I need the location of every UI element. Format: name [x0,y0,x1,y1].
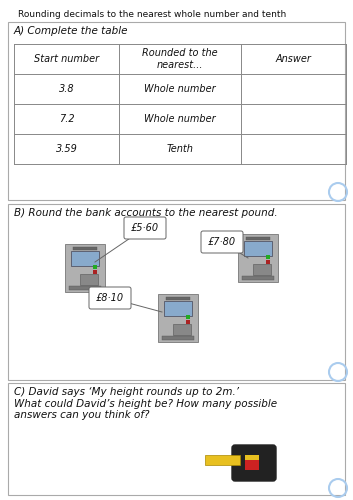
Text: B) Round the bank accounts to the nearest pound.: B) Round the bank accounts to the neares… [14,208,277,218]
Bar [186,315,190,319]
Text: £8·10: £8·10 [96,293,124,303]
Bar [245,455,259,460]
Text: Rounded to the
nearest...: Rounded to the nearest... [142,48,218,70]
Text: £7·80: £7·80 [208,237,236,247]
Bar [8,204,345,380]
Bar [242,276,274,280]
Bar [245,456,259,470]
Bar [65,244,105,292]
Bar [164,301,192,316]
Bar [246,237,270,240]
Text: 3.59: 3.59 [55,144,77,154]
FancyBboxPatch shape [124,217,166,239]
Bar [71,251,99,266]
Text: Answer: Answer [276,54,311,64]
Text: Whole number: Whole number [144,114,216,124]
Text: C) David says ‘My height rounds up to 2m.’
What could David’s height be? How man: C) David says ‘My height rounds up to 2m… [14,387,277,420]
Bar [80,274,98,285]
Text: £5·60: £5·60 [131,223,159,233]
Bar [173,324,191,335]
FancyBboxPatch shape [89,287,131,309]
Bar [186,320,190,324]
Text: 7.2: 7.2 [59,114,74,124]
Bar [93,270,97,274]
FancyBboxPatch shape [201,231,243,253]
Bar [69,286,101,290]
Bar [244,241,272,256]
Bar [93,265,97,269]
Text: Whole number: Whole number [144,84,216,94]
Text: Rounding decimals to the nearest whole number and tenth: Rounding decimals to the nearest whole n… [18,10,286,19]
Bar [253,264,271,275]
Bar [238,234,278,282]
Bar [166,297,190,300]
Bar [162,336,194,340]
Text: 3.8: 3.8 [59,84,74,94]
Bar [205,455,240,465]
FancyBboxPatch shape [232,445,276,481]
Bar [8,383,345,495]
Bar [8,22,345,200]
Bar [266,255,270,259]
Text: Start number: Start number [34,54,99,64]
Text: Tenth: Tenth [167,144,193,154]
Bar [73,247,97,250]
Bar [158,294,198,342]
Text: A) Complete the table: A) Complete the table [14,26,128,36]
Bar [266,260,270,264]
